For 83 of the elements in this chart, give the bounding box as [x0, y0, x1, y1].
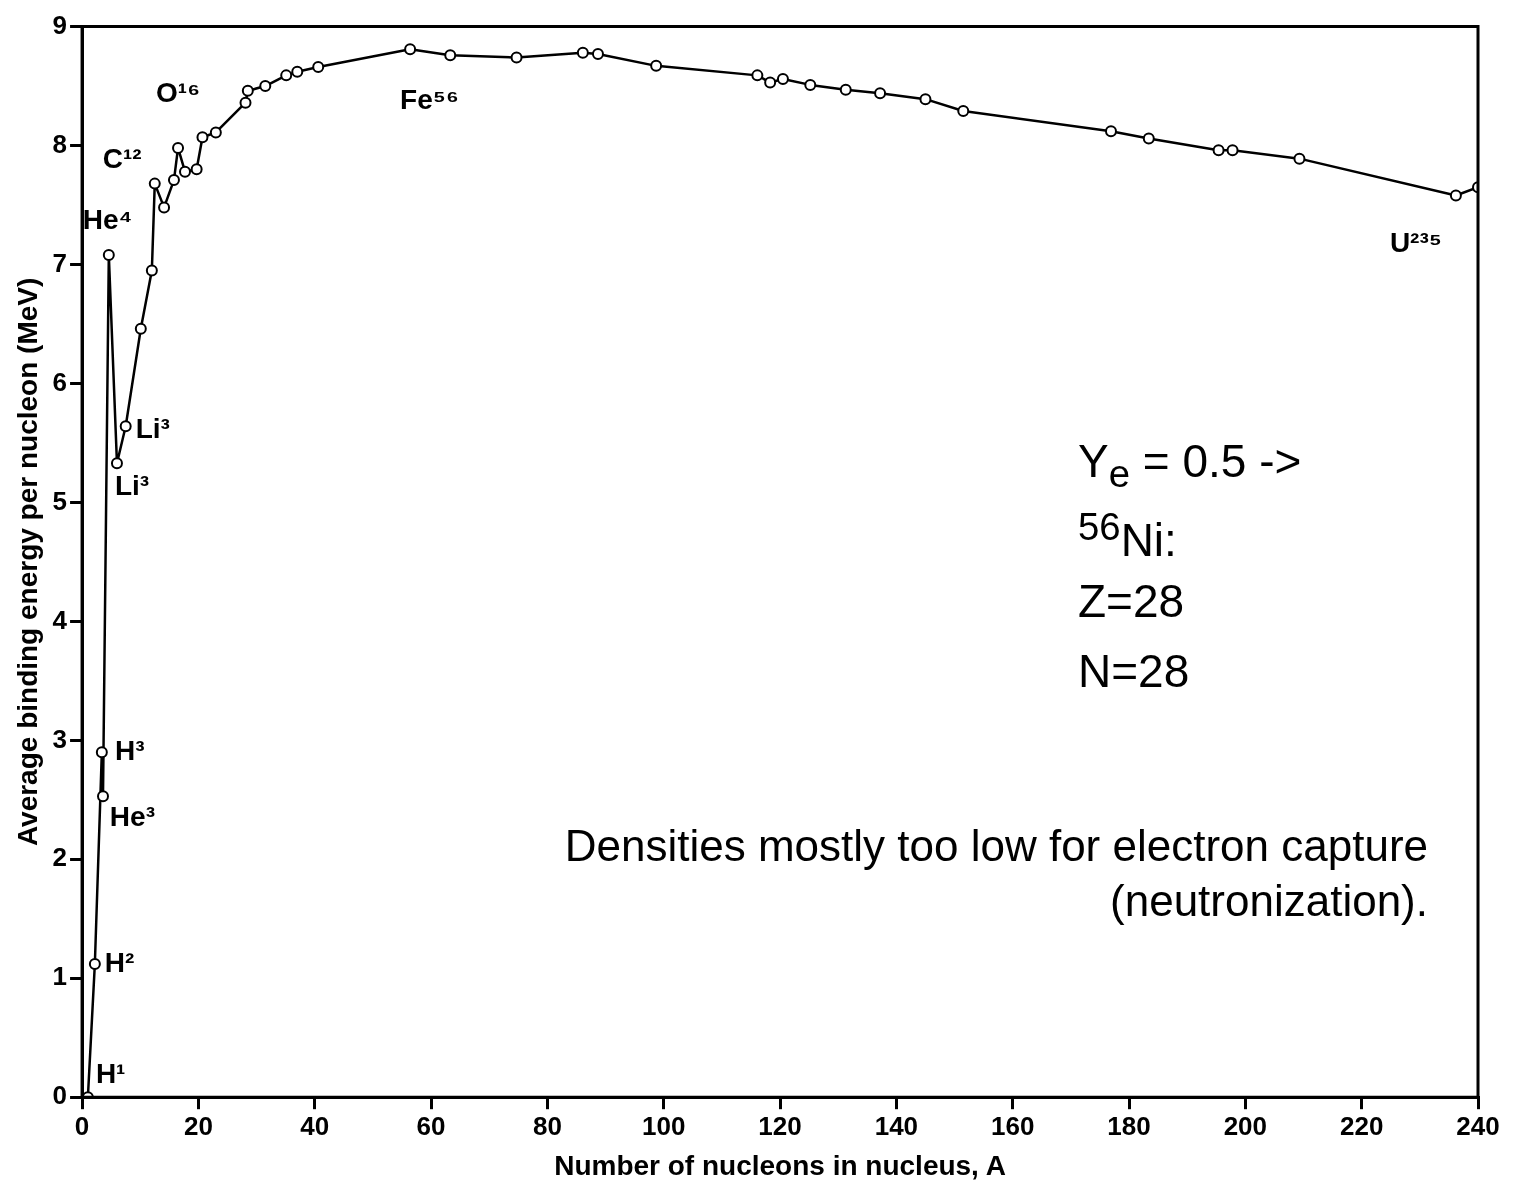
point — [591, 47, 604, 60]
x-tick-label: 20 — [183, 1110, 213, 1141]
point — [97, 790, 109, 803]
point — [312, 61, 325, 74]
point — [576, 46, 589, 59]
annotation: H¹ — [95, 1058, 126, 1090]
point — [167, 174, 180, 187]
x-tick-label: 240 — [1456, 1110, 1500, 1141]
y-tick-label: 0 — [52, 1080, 68, 1111]
point — [172, 141, 185, 154]
point — [148, 177, 161, 190]
point — [102, 249, 115, 261]
point — [209, 126, 222, 139]
x-tick-label: 160 — [990, 1110, 1035, 1141]
y-tick-label: 6 — [52, 366, 68, 397]
point — [1449, 189, 1462, 202]
x-tick-label: 120 — [758, 1110, 802, 1141]
x-tick-label: 180 — [1107, 1110, 1151, 1141]
point — [196, 131, 209, 144]
point — [804, 78, 817, 91]
y-tick-label: 2 — [52, 842, 68, 873]
y-tick-label: 4 — [52, 604, 68, 635]
point — [95, 746, 108, 759]
x-tick-label: 200 — [1223, 1110, 1268, 1141]
point — [839, 83, 852, 96]
annotation: O¹⁶ — [156, 76, 201, 108]
x-tick-label: 140 — [874, 1110, 919, 1141]
point — [510, 51, 523, 64]
annotation: $^{56}$Ni: — [1078, 504, 1177, 569]
point — [751, 69, 764, 82]
annotation: N=28 — [1078, 644, 1190, 699]
point — [764, 76, 777, 89]
point — [145, 264, 158, 277]
y-tick-label: 7 — [52, 247, 68, 278]
annotation: Z=28 — [1078, 574, 1185, 629]
point — [650, 59, 663, 72]
point — [1212, 144, 1225, 157]
annotation: He⁴ — [82, 203, 133, 235]
point — [259, 80, 272, 93]
annotation: Fe⁵⁶ — [400, 84, 459, 116]
y-tick-label: 5 — [52, 485, 68, 516]
point — [119, 420, 132, 433]
y-tick-label: 3 — [52, 723, 68, 754]
point — [241, 84, 254, 97]
point — [158, 201, 171, 214]
point — [919, 93, 932, 106]
point — [280, 69, 293, 82]
point — [874, 87, 887, 100]
annotation: U²³⁵ — [1389, 226, 1442, 258]
point — [957, 105, 970, 118]
annotation: Densities mostly too low for electron capture (neutronization). — [563, 820, 1428, 927]
point — [776, 72, 789, 85]
y-tick-label: 8 — [52, 128, 68, 159]
annotation: H³ — [115, 735, 145, 767]
point — [190, 163, 203, 176]
x-axis-title: Number of nucleons in nucleus, A — [554, 1149, 1006, 1181]
annotation: H² — [104, 946, 135, 978]
annotation: Li³ — [114, 470, 150, 502]
y-axis-title: Average binding energy per nucleon (MeV) — [11, 277, 43, 847]
x-tick-label: 220 — [1339, 1110, 1384, 1141]
point — [1293, 152, 1306, 165]
point — [134, 322, 147, 335]
point — [1226, 144, 1239, 157]
point — [239, 96, 252, 109]
annotation: C¹² — [102, 142, 142, 174]
point — [110, 457, 123, 470]
point — [1142, 132, 1155, 145]
point — [404, 43, 417, 56]
x-tick-label: 80 — [532, 1110, 562, 1141]
x-tick-label: 40 — [300, 1110, 330, 1141]
annotation: Y$_{e}$ = 0.5 -> — [1078, 434, 1302, 498]
point — [1104, 125, 1117, 138]
annotation: Li³ — [135, 413, 170, 445]
point — [179, 165, 192, 178]
x-tick-label: 100 — [642, 1110, 686, 1141]
point — [444, 49, 457, 62]
x-tick-label: 0 — [74, 1110, 90, 1141]
x-tick-label: 60 — [416, 1110, 446, 1141]
y-tick-label: 1 — [52, 961, 68, 992]
point — [88, 957, 101, 970]
y-tick-label: 9 — [52, 9, 68, 40]
annotation: He³ — [109, 801, 155, 833]
point — [291, 65, 304, 78]
